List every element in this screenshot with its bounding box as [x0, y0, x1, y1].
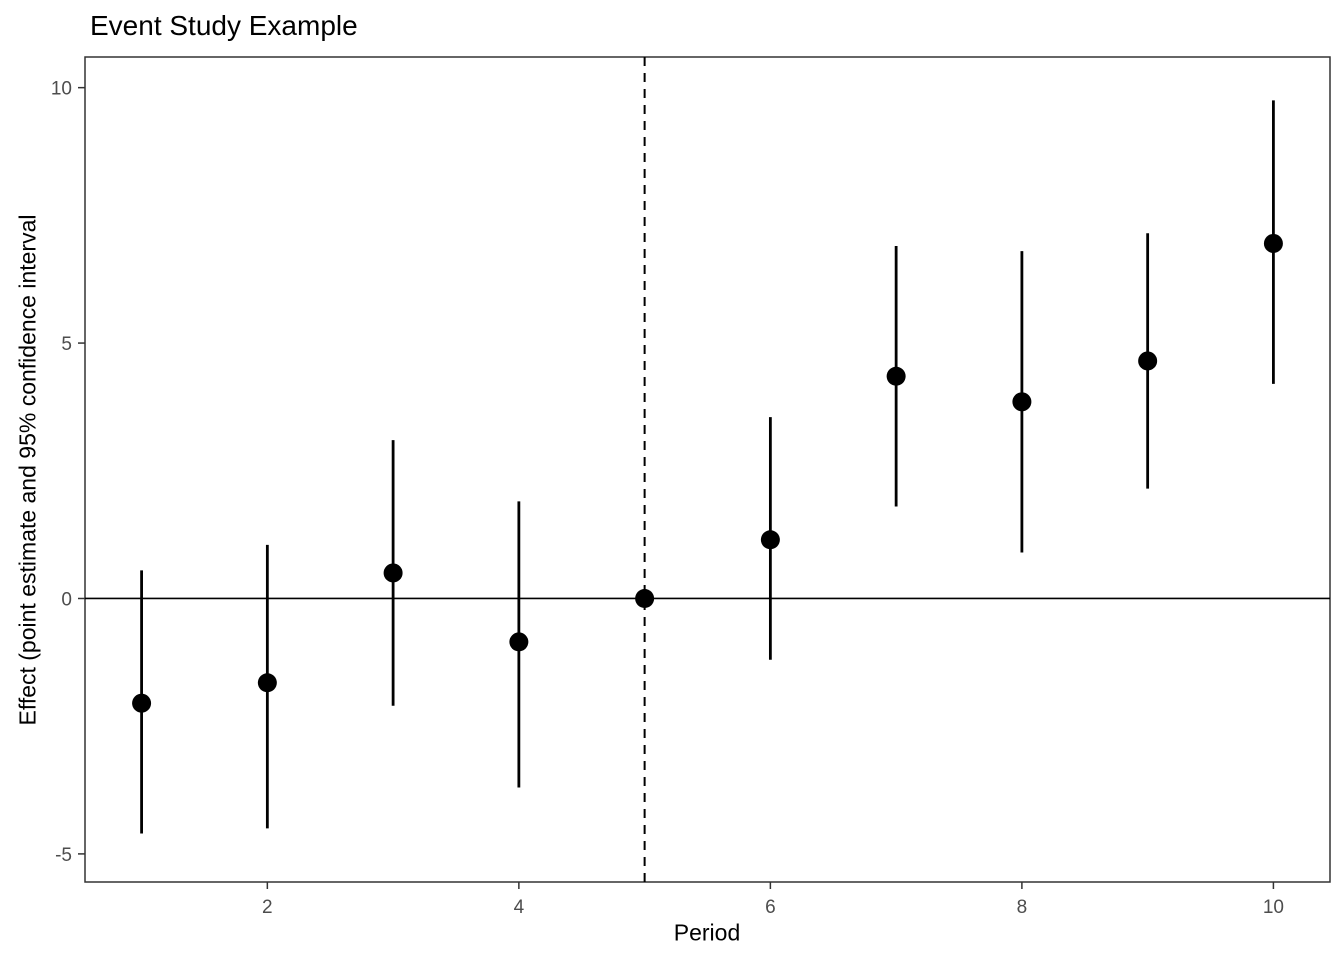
x-tick-label: 8	[1017, 897, 1028, 918]
y-tick-label: 10	[51, 79, 72, 100]
point-estimate	[760, 530, 780, 550]
point-estimate	[132, 693, 152, 713]
point-estimate	[509, 632, 529, 652]
y-tick-label: 5	[61, 334, 72, 355]
point-estimate	[635, 588, 655, 608]
y-tick-label: -5	[55, 845, 72, 866]
point-estimate	[257, 673, 277, 693]
x-tick-label: 6	[765, 897, 776, 918]
x-tick-label: 2	[262, 897, 273, 918]
y-axis-title: Effect (point estimate and 95% confidenc…	[14, 214, 41, 726]
y-tick-label: 0	[61, 589, 72, 610]
point-estimate	[383, 563, 403, 583]
x-tick-label: 10	[1263, 897, 1284, 918]
x-axis-title: Period	[673, 919, 741, 946]
plot-panel	[84, 56, 1331, 883]
chart-title: Event Study Example	[90, 10, 358, 41]
point-estimate	[1138, 351, 1158, 371]
x-tick-label: 4	[514, 897, 525, 918]
point-estimate	[1263, 233, 1283, 253]
point-estimate	[886, 366, 906, 386]
point-estimate	[1012, 392, 1032, 412]
